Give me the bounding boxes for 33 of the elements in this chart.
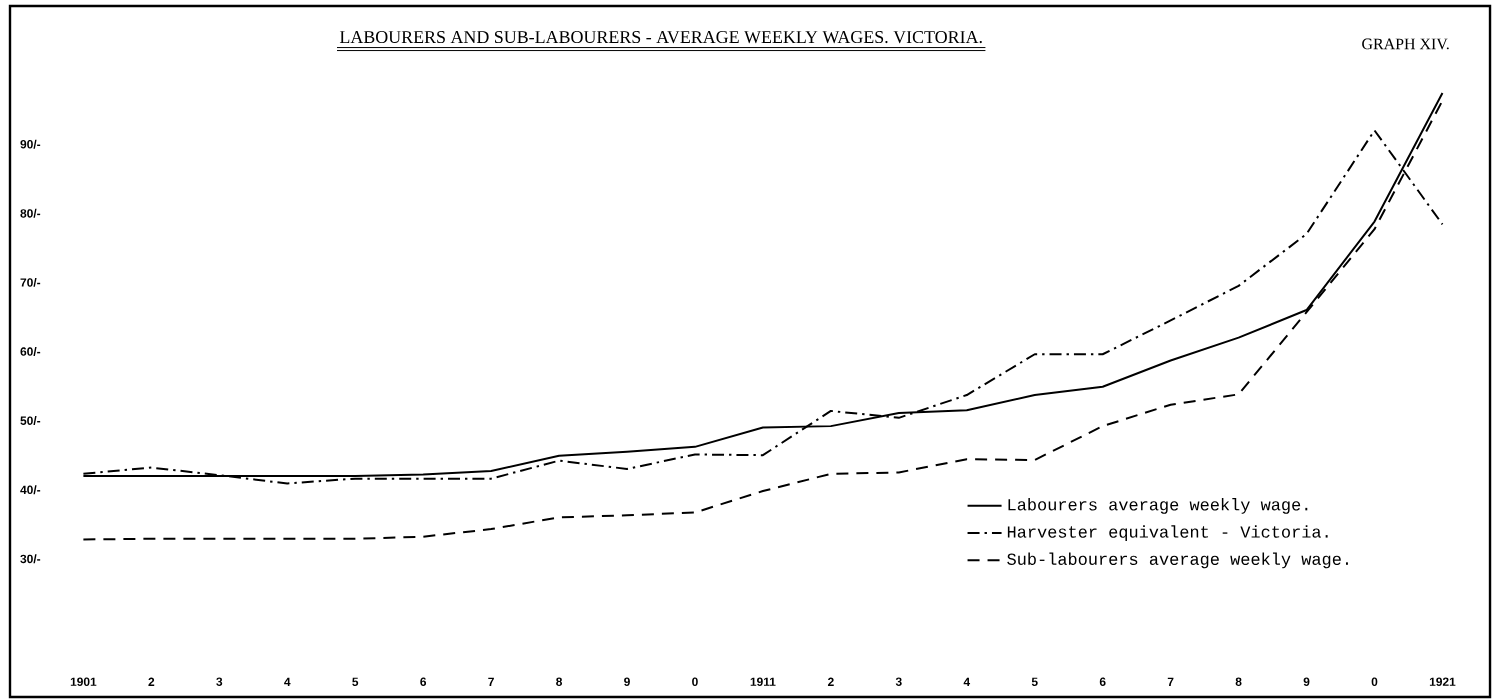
x-tick-label: 7 xyxy=(1167,677,1174,686)
y-tick-label: 50/- xyxy=(20,416,41,426)
x-tick-label: 7 xyxy=(488,677,494,686)
x-tick-label: 3 xyxy=(895,677,902,686)
x-tick-label: 6 xyxy=(1099,677,1106,686)
x-tick-label: 5 xyxy=(1031,677,1038,686)
x-tick-label: 9 xyxy=(1303,677,1310,686)
annotation: GRAPH XIV. xyxy=(1362,38,1449,50)
text: LABOURERS AND SUB-LABOURERS - AVERAGE WEEKLY WAGES. VICTORIA. xyxy=(339,31,982,44)
x-tick-label: 4 xyxy=(284,677,291,686)
legend-label: Harvester equivalent - Victoria. xyxy=(1007,525,1328,542)
y-tick-label: 40/- xyxy=(20,485,41,495)
legend-label: Labourers average weekly wage. xyxy=(1008,498,1308,514)
x-tick-label: 6 xyxy=(420,677,427,686)
x-tick-label: 9 xyxy=(624,677,630,686)
x-tick-label: 1921 xyxy=(1429,677,1456,686)
y-tick-label: 80/- xyxy=(20,208,41,218)
y-tick-label: 60/- xyxy=(20,347,41,356)
x-tick-label: 0 xyxy=(1371,677,1378,686)
x-tick-label: 1911 xyxy=(750,677,776,686)
x-tick-label: 3 xyxy=(216,677,223,686)
x-tick-label: 2 xyxy=(148,677,155,686)
y-tick-label: 30/- xyxy=(20,554,41,564)
x-tick-label: 4 xyxy=(963,677,971,686)
x-tick-label: 1901 xyxy=(70,677,97,686)
x-tick-label: 5 xyxy=(352,677,359,686)
y-tick-label: 70/- xyxy=(20,277,41,287)
x-tick-label: 0 xyxy=(692,677,698,686)
x-tick-label: 8 xyxy=(1235,677,1242,686)
x-tick-label: 2 xyxy=(827,677,834,686)
x-tick-label: 8 xyxy=(556,677,563,686)
y-tick-label: 90/- xyxy=(20,139,41,149)
legend-label: Sub-labourers average weekly wage. xyxy=(1007,552,1348,569)
